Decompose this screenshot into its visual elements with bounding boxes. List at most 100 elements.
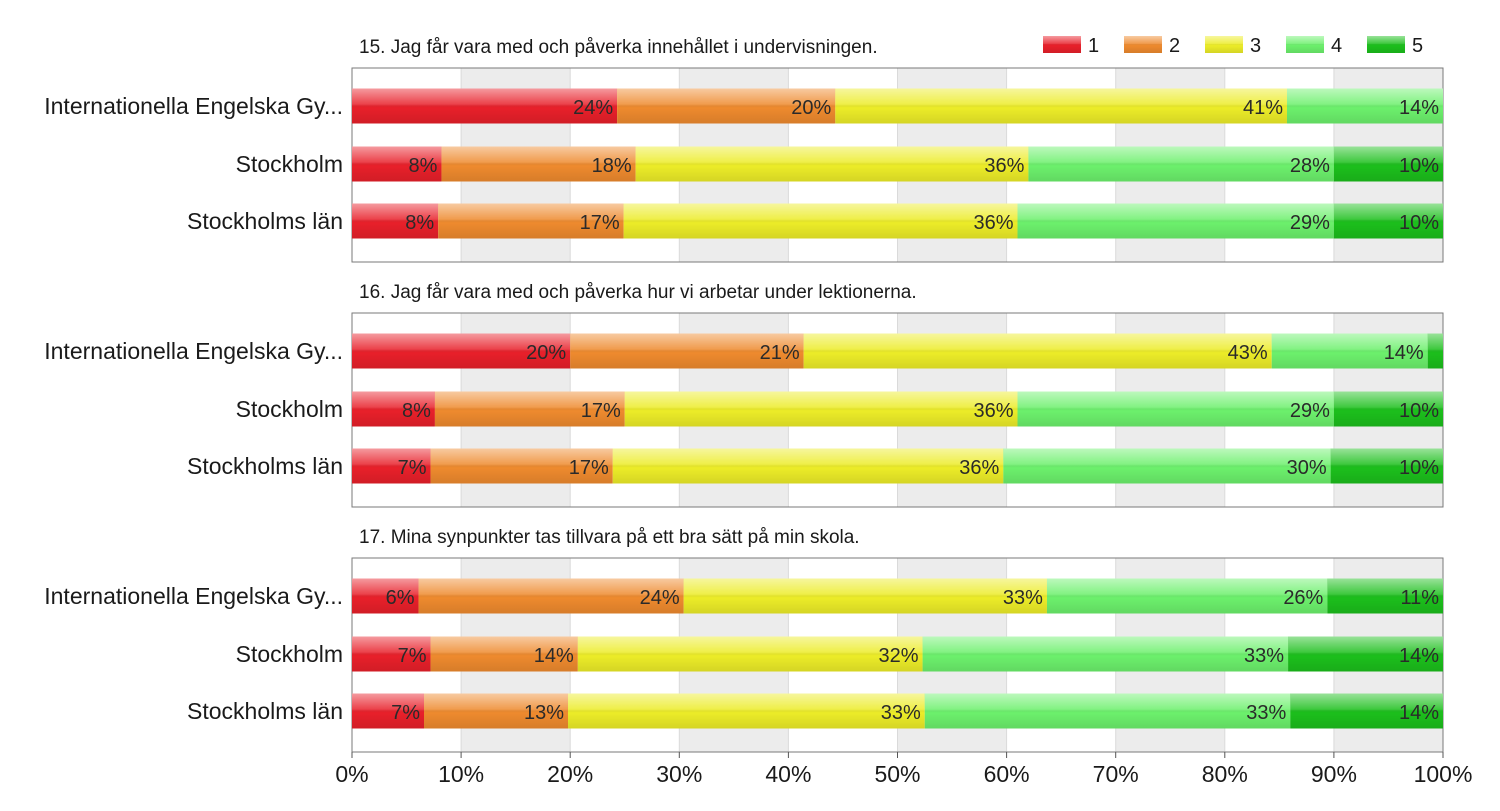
data-label: 17% — [581, 400, 621, 422]
bar-segment-gloss — [803, 333, 1272, 369]
category-label: Internationella Engelska Gy... — [44, 338, 343, 364]
category-label: Stockholm — [236, 641, 343, 667]
x-tick-label: 100% — [1414, 761, 1473, 787]
x-tick-label: 0% — [335, 761, 368, 787]
bar-segment-gloss — [352, 448, 431, 484]
bar-segment-gloss — [352, 391, 435, 427]
bar-segment-gloss — [1288, 636, 1443, 672]
data-label: 10% — [1399, 400, 1439, 422]
data-label: 33% — [1246, 702, 1286, 724]
data-label: 17% — [569, 457, 609, 479]
category-label: Stockholms län — [187, 698, 343, 724]
legend-label: 4 — [1331, 35, 1342, 57]
bar-segment-gloss — [617, 88, 836, 124]
bar-segment-gloss — [352, 333, 571, 369]
data-label: 8% — [405, 212, 434, 234]
bar-segment-gloss — [418, 578, 684, 614]
legend-swatch-gloss — [1043, 36, 1081, 53]
bar-segment-gloss — [352, 636, 431, 672]
bar-segment-gloss — [577, 636, 923, 672]
x-tick-label: 70% — [1093, 761, 1139, 787]
legend-swatch-gloss — [1205, 36, 1243, 53]
legend-swatch-gloss — [1367, 36, 1405, 53]
data-label: 6% — [386, 587, 415, 609]
data-label: 8% — [402, 400, 431, 422]
data-label: 18% — [592, 155, 632, 177]
panel-title: 15. Jag får vara med och påverka innehål… — [359, 37, 878, 58]
data-label: 14% — [1399, 97, 1439, 119]
bar-segment-gloss — [1003, 448, 1331, 484]
data-label: 14% — [534, 645, 574, 667]
bar-segment-gloss — [570, 333, 804, 369]
data-label: 43% — [1228, 342, 1268, 364]
data-label: 33% — [881, 702, 921, 724]
legend-label: 1 — [1088, 35, 1099, 57]
bar-segment-gloss — [922, 636, 1289, 672]
data-label: 24% — [573, 97, 613, 119]
data-label: 36% — [973, 212, 1013, 234]
bar-segment-gloss — [1290, 693, 1443, 729]
bar-segment-gloss — [352, 203, 439, 239]
x-tick-label: 40% — [765, 761, 811, 787]
bar-segment-gloss — [835, 88, 1287, 124]
bar-segment-gloss — [683, 578, 1047, 614]
data-label: 10% — [1399, 155, 1439, 177]
bar-segment-gloss — [1333, 203, 1443, 239]
bar-segment-gloss — [430, 636, 578, 672]
bar-segment-gloss — [352, 693, 425, 729]
bar-segment-gloss — [1327, 578, 1443, 614]
bar-segment-gloss — [612, 448, 1004, 484]
legend-swatch-gloss — [1124, 36, 1162, 53]
data-label: 28% — [1290, 155, 1330, 177]
bar-segment-gloss — [1286, 88, 1443, 124]
data-label: 30% — [1287, 457, 1327, 479]
bar-segment-gloss — [352, 146, 442, 182]
data-label: 26% — [1283, 587, 1323, 609]
data-label: 10% — [1399, 457, 1439, 479]
bar-segment-gloss — [623, 203, 1018, 239]
data-label: 29% — [1290, 400, 1330, 422]
category-label: Internationella Engelska Gy... — [44, 583, 343, 609]
data-label: 24% — [640, 587, 680, 609]
bar-segment-gloss — [924, 693, 1291, 729]
data-label: 33% — [1244, 645, 1284, 667]
data-label: 11% — [1400, 587, 1439, 609]
bar-segment-gloss — [424, 693, 569, 729]
data-label: 17% — [580, 212, 620, 234]
x-tick-label: 80% — [1202, 761, 1248, 787]
bar-segment-gloss — [434, 391, 625, 427]
bar-segment-gloss — [568, 693, 925, 729]
category-label: Internationella Engelska Gy... — [44, 93, 343, 119]
data-label: 41% — [1243, 97, 1283, 119]
category-label: Stockholm — [236, 396, 343, 422]
x-tick-label: 90% — [1311, 761, 1357, 787]
bar-segment-gloss — [1017, 391, 1334, 427]
legend-label: 3 — [1250, 35, 1261, 57]
bar-segment-gloss — [1427, 333, 1443, 369]
bar-segment-gloss — [624, 391, 1018, 427]
x-tick-label: 10% — [438, 761, 484, 787]
bar-segment-gloss — [1271, 333, 1428, 369]
data-label: 14% — [1399, 645, 1439, 667]
bar-segment-gloss — [1333, 391, 1443, 427]
data-label: 20% — [791, 97, 831, 119]
bar-segment-gloss — [1333, 146, 1443, 182]
data-label: 29% — [1290, 212, 1330, 234]
bar-segment-gloss — [430, 448, 613, 484]
data-label: 7% — [391, 702, 420, 724]
x-tick-label: 60% — [984, 761, 1030, 787]
category-label: Stockholms län — [187, 208, 343, 234]
data-label: 33% — [1003, 587, 1043, 609]
data-label: 36% — [984, 155, 1024, 177]
data-label: 14% — [1384, 342, 1424, 364]
bar-segment-gloss — [1028, 146, 1334, 182]
data-label: 8% — [409, 155, 438, 177]
category-label: Stockholms län — [187, 453, 343, 479]
data-label: 20% — [526, 342, 566, 364]
data-label: 7% — [398, 645, 427, 667]
panel-title: 16. Jag får vara med och påverka hur vi … — [359, 282, 917, 303]
bar-segment-gloss — [1046, 578, 1328, 614]
data-label: 21% — [760, 342, 800, 364]
